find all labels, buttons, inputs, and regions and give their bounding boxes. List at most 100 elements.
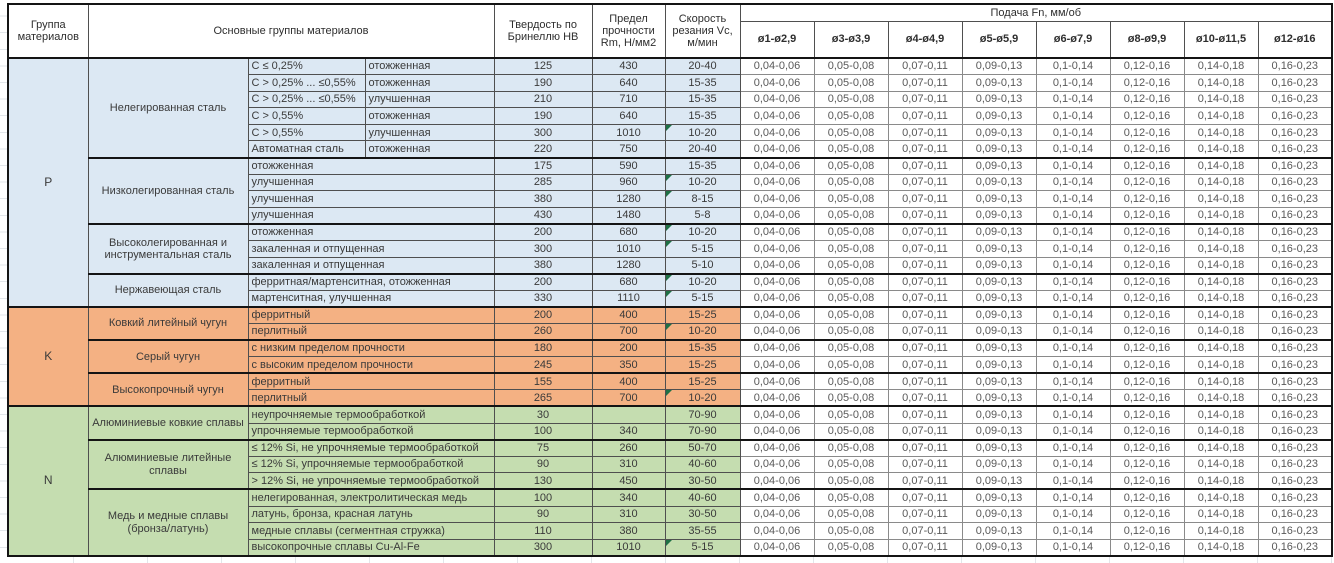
feed-cell: 0,05-0,08 — [813, 405, 889, 424]
feed-cell: 0,07-0,11 — [887, 438, 963, 457]
feed-cell: 0,09-0,13 — [961, 455, 1037, 474]
feed-cell: 0,12-0,16 — [1109, 256, 1185, 275]
feed-cell: 0,07-0,11 — [887, 107, 963, 125]
table-row: Медь и медные сплавы (бронза/латунь) неле… — [8, 488, 1333, 557]
rm-cell: 310 — [591, 455, 666, 474]
hb-cell: 175 — [493, 156, 593, 175]
vc-cell: 5-10 — [664, 256, 741, 275]
hb-cell: 90 — [493, 455, 593, 474]
feed-cell: 0,07-0,11 — [887, 472, 963, 490]
feed-cell: 0,04-0,06 — [739, 372, 815, 391]
table-row: C > 0,55% отожженная 190 640 15-35 0,04-0,06 0… — [8, 107, 1333, 125]
table-row: Высоколегированная и инструментальная ст… — [8, 222, 1333, 275]
feed-cell: 0,05-0,08 — [813, 372, 889, 391]
description-cell: высокопрочные сплавы Cu-Al-Fe — [247, 538, 495, 557]
feed-cell: 0,07-0,11 — [887, 222, 963, 242]
rm-cell: 960 — [591, 173, 666, 192]
feed-cell: 0,14-0,18 — [1183, 256, 1259, 275]
feed-cell: 0,05-0,08 — [813, 156, 889, 175]
feed-cell: 0,14-0,18 — [1183, 57, 1259, 76]
feed-cell: 0,07-0,11 — [887, 240, 963, 258]
vc-cell: 10-20 — [664, 323, 741, 341]
vc-cell: 15-35 — [664, 90, 741, 109]
vc-cell: 35-55 — [664, 522, 741, 540]
rm-cell: 430 — [591, 57, 666, 76]
feed-cell: 0,12-0,16 — [1109, 305, 1185, 324]
rm-cell: 340 — [591, 422, 666, 441]
subgroup-cell: Высокопрочный чугун — [87, 372, 249, 407]
feed-cell: 0,1-0,14 — [1035, 123, 1111, 142]
feed-cell: 0,07-0,11 — [887, 538, 963, 557]
feed-cell: 0,05-0,08 — [813, 488, 889, 507]
feed-cell: 0,14-0,18 — [1183, 488, 1259, 507]
comment-marker-icon — [666, 291, 672, 297]
hb-cell: 220 — [493, 140, 593, 159]
feed-cell: 0,04-0,06 — [739, 339, 815, 358]
feed-cell: 0,12-0,16 — [1109, 538, 1185, 557]
feed-cell: 0,12-0,16 — [1109, 57, 1185, 76]
feed-cell: 0,09-0,13 — [961, 74, 1037, 92]
rm-cell: 260 — [591, 438, 666, 457]
header-hardness: Твердость по Бринеллю НВ — [493, 3, 593, 59]
feed-cell: 0,16-0,23 — [1257, 256, 1333, 275]
feed-cell: 0,09-0,13 — [961, 140, 1037, 159]
feed-cell: 0,12-0,16 — [1109, 372, 1185, 391]
feed-cell: 0,12-0,16 — [1109, 123, 1185, 142]
feed-cell: 0,09-0,13 — [961, 522, 1037, 540]
feed-cell: 0,09-0,13 — [961, 240, 1037, 258]
sheet-gridlines-bottom — [0, 556, 1334, 563]
feed-cell: 0,16-0,23 — [1257, 173, 1333, 192]
comment-marker-icon — [666, 324, 672, 330]
feed-cell: 0,12-0,16 — [1109, 488, 1185, 507]
feed-cell: 0,12-0,16 — [1109, 90, 1185, 109]
rm-cell: 400 — [591, 372, 666, 391]
header-feed-d7: ø10-ø11,5 — [1183, 20, 1259, 59]
table-row: перлитный 265 700 10-20 0,04-0,06 0,05-0,08 0,… — [8, 389, 1333, 407]
feed-cell: 0,14-0,18 — [1183, 422, 1259, 441]
table-row: C > 0,25% ... ≤0,55% улучшенная 210 710 15-3… — [8, 90, 1333, 109]
feed-cell: 0,14-0,18 — [1183, 272, 1259, 291]
subgroup-cell: Медь и медные сплавы (бронза/латунь) — [87, 488, 249, 557]
feed-cell: 0,16-0,23 — [1257, 356, 1333, 374]
feed-cell: 0,07-0,11 — [887, 522, 963, 540]
feed-cell: 0,1-0,14 — [1035, 438, 1111, 457]
feed-cell: 0,05-0,08 — [813, 272, 889, 291]
feed-cell: 0,09-0,13 — [961, 190, 1037, 208]
state-cell: отожженная — [364, 140, 495, 159]
feed-cell: 0,09-0,13 — [961, 356, 1037, 374]
composition-cell: C > 0,25% ... ≤0,55% — [247, 74, 366, 92]
feed-cell: 0,16-0,23 — [1257, 305, 1333, 324]
comment-marker-icon — [666, 191, 672, 198]
hb-cell: 130 — [493, 472, 593, 490]
vc-cell: 5-15 — [664, 538, 741, 557]
table-row: ≤ 12% Si, упрочняемые термообработкой 90 3… — [8, 455, 1333, 474]
feed-cell: 0,14-0,18 — [1183, 405, 1259, 424]
feed-cell: 0,14-0,18 — [1183, 389, 1259, 407]
feed-cell: 0,05-0,08 — [813, 90, 889, 109]
table-row: P Нелегированная сталь C ≤ 0,25% отожженная… — [7, 57, 1333, 308]
description-cell: упрочняемые термообработкой — [247, 422, 495, 441]
table-row: латунь, бронза, красная латунь 90 310 30-50… — [8, 505, 1333, 524]
feed-cell: 0,07-0,11 — [887, 455, 963, 474]
feed-cell: 0,09-0,13 — [961, 156, 1037, 175]
feed-cell: 0,07-0,11 — [887, 272, 963, 291]
feed-cell: 0,14-0,18 — [1183, 372, 1259, 391]
feed-cell: 0,09-0,13 — [961, 422, 1037, 441]
rm-cell: 640 — [591, 107, 666, 125]
feed-cell: 0,05-0,08 — [813, 240, 889, 258]
vc-cell: 40-60 — [664, 455, 741, 474]
feed-cell: 0,09-0,13 — [961, 339, 1037, 358]
feed-cell: 0,04-0,06 — [739, 472, 815, 490]
subgroup-cell: Алюминиевые литейные сплавы — [87, 438, 249, 490]
feed-cell: 0,05-0,08 — [813, 206, 889, 225]
feed-cell: 0,16-0,23 — [1257, 455, 1333, 474]
composition-cell: C > 0,55% — [247, 123, 366, 142]
feed-cell: 0,04-0,06 — [739, 222, 815, 242]
feed-cell: 0,07-0,11 — [887, 90, 963, 109]
vc-cell: 20-40 — [664, 140, 741, 159]
feed-cell: 0,07-0,11 — [887, 323, 963, 341]
feed-cell: 0,1-0,14 — [1035, 488, 1111, 507]
feed-cell: 0,05-0,08 — [813, 222, 889, 242]
feed-cell: 0,12-0,16 — [1109, 422, 1185, 441]
